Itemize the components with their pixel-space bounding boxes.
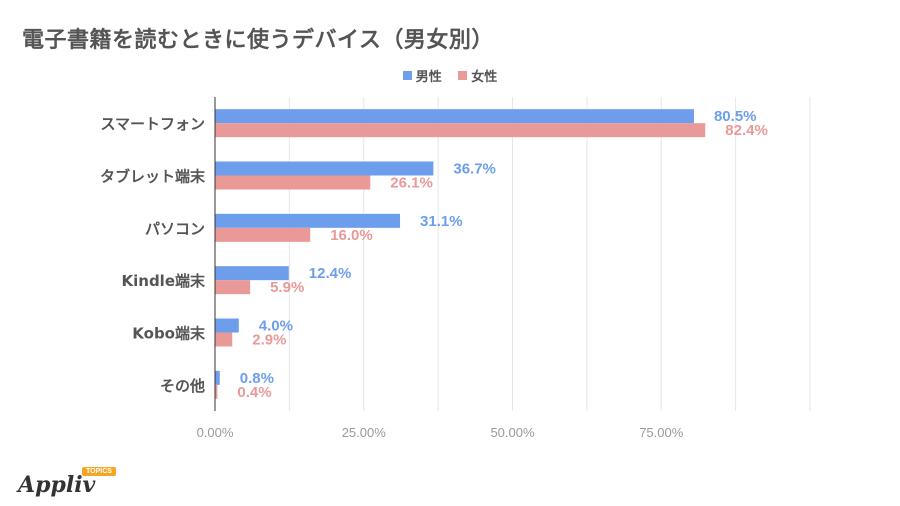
bar-female — [215, 332, 233, 347]
bar-female — [215, 175, 371, 190]
data-label-female: 5.9% — [270, 279, 304, 296]
x-tick-label: 25.00% — [342, 425, 387, 440]
category-label: パソコン — [145, 220, 205, 238]
legend-label-male: 男性 — [415, 70, 442, 85]
data-label-male: 0.8% — [240, 370, 274, 387]
bar-female — [215, 384, 218, 399]
legend-label-female: 女性 — [471, 70, 498, 85]
data-label-female: 82.4% — [725, 122, 768, 139]
bar-male — [215, 213, 401, 228]
chart-title: 電子書籍を読むときに使うデバイス（男女別） — [22, 28, 494, 53]
bar-female — [215, 227, 311, 242]
legend-item-male: 男性 — [402, 66, 442, 85]
legend-swatch-male — [402, 71, 412, 80]
data-label-female: 16.0% — [330, 227, 373, 244]
x-tick-label: 75.00% — [639, 425, 684, 440]
data-label-male: 80.5% — [714, 108, 757, 125]
legend-swatch-female — [458, 71, 468, 80]
data-label-female: 26.1% — [390, 175, 433, 192]
bar-male — [215, 266, 289, 281]
category-label: スマートフォン — [100, 115, 205, 133]
category-label: Kindle端末 — [122, 272, 206, 290]
legend-item-female: 女性 — [458, 66, 497, 85]
applivtopics-logo: Appliv TOPICS — [18, 467, 128, 500]
data-label-male: 31.1% — [420, 213, 463, 230]
category-label: Kobo端末 — [132, 325, 206, 343]
bar-female — [215, 123, 706, 138]
bar-female — [215, 280, 251, 295]
category-label: その他 — [160, 377, 205, 395]
logo-badge: TOPICS — [82, 467, 116, 476]
x-tick-label: 0.00% — [197, 425, 234, 440]
legend: 男性 女性 — [0, 66, 900, 85]
x-tick-label: 50.00% — [490, 425, 535, 440]
bar-male — [215, 370, 220, 385]
bar-male — [215, 318, 239, 333]
data-label-male: 36.7% — [453, 161, 496, 178]
category-label: タブレット端末 — [100, 168, 206, 186]
data-label-female: 2.9% — [252, 332, 286, 349]
bar-male — [215, 109, 694, 124]
logo-text: Appliv — [18, 472, 96, 498]
data-label-male: 12.4% — [309, 265, 352, 282]
data-label-female: 0.4% — [237, 384, 271, 401]
data-label-male: 4.0% — [259, 318, 293, 335]
bar-male — [215, 161, 434, 176]
